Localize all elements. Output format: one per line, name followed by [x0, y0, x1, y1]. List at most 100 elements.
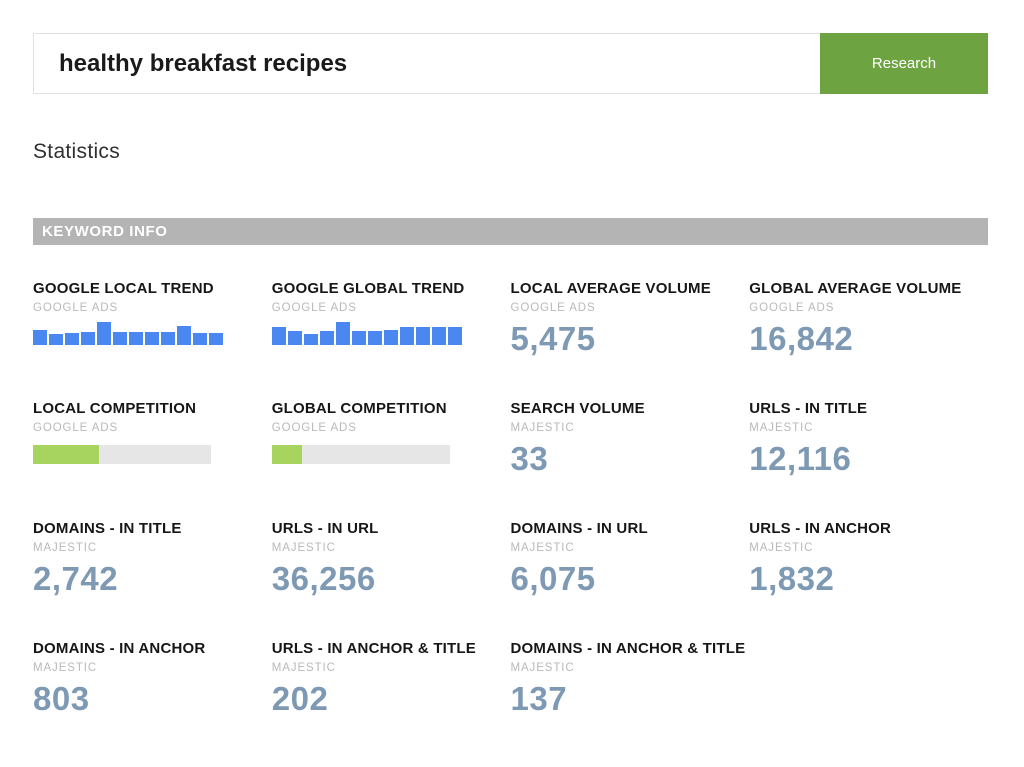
stat-card-title: GOOGLE GLOBAL TREND	[271, 280, 465, 297]
stat-card-body	[33, 322, 272, 345]
stat-card-title: SEARCH VOLUME	[510, 400, 645, 417]
trend-bar	[65, 333, 79, 345]
stat-card: SEARCH VOLUME MAJESTIC 33	[511, 400, 750, 520]
trend-bar	[367, 331, 382, 345]
stat-card-body: 202	[272, 680, 511, 718]
stat-card: URLS - IN TITLE MAJESTIC 12,116	[749, 400, 988, 520]
trend-bar	[431, 327, 446, 345]
stat-card-title: DOMAINS - IN ANCHOR	[33, 640, 206, 657]
trend-bar	[129, 332, 143, 345]
stat-card: LOCAL AVERAGE VOLUME GOOGLE ADS 5,475	[511, 280, 750, 400]
stat-card-source: MAJESTIC	[271, 542, 336, 554]
stat-card: URLS - IN ANCHOR MAJESTIC 1,832	[749, 520, 988, 640]
stat-card: GLOBAL AVERAGE VOLUME GOOGLE ADS 16,842	[749, 280, 988, 400]
stat-card-body: 5,475	[511, 320, 750, 358]
stat-card: URLS - IN ANCHOR & TITLE MAJESTIC 202	[272, 640, 511, 760]
stat-value: 1,832	[749, 560, 835, 597]
trend-bar	[415, 327, 430, 345]
stat-card-title: URLS - IN ANCHOR & TITLE	[271, 640, 476, 657]
stat-card-title: URLS - IN URL	[271, 520, 379, 537]
stat-value: 12,116	[749, 440, 852, 477]
stat-card-title: URLS - IN TITLE	[749, 400, 868, 417]
trend-bar	[49, 334, 63, 345]
stat-card: DOMAINS - IN TITLE MAJESTIC 2,742	[33, 520, 272, 640]
stat-value: 137	[510, 680, 568, 717]
stat-card-title: LOCAL AVERAGE VOLUME	[510, 280, 711, 297]
stat-card-title: LOCAL COMPETITION	[33, 400, 197, 417]
stat-card: DOMAINS - IN URL MAJESTIC 6,075	[511, 520, 750, 640]
trend-bar	[383, 330, 398, 345]
trend-bar-chart	[33, 322, 272, 345]
stat-card-body: 33	[511, 440, 750, 478]
stat-card-title: DOMAINS - IN ANCHOR & TITLE	[510, 640, 746, 657]
stat-card-source: MAJESTIC	[33, 662, 98, 674]
stat-card-title: GLOBAL AVERAGE VOLUME	[749, 280, 962, 297]
stat-card-title: DOMAINS - IN TITLE	[33, 520, 182, 537]
stat-card-source: MAJESTIC	[510, 662, 575, 674]
stat-card-body: 1,832	[749, 560, 988, 598]
stat-card-source: GOOGLE ADS	[271, 302, 357, 314]
stat-card: GOOGLE LOCAL TREND GOOGLE ADS	[33, 280, 272, 400]
trend-bar	[161, 332, 175, 345]
research-button[interactable]: Research	[820, 33, 988, 94]
stat-card-body: 16,842	[749, 320, 988, 358]
stat-card: DOMAINS - IN ANCHOR MAJESTIC 803	[33, 640, 272, 760]
stat-card-body: 2,742	[33, 560, 272, 598]
stat-card-title: GLOBAL COMPETITION	[271, 400, 447, 417]
trend-bar	[177, 326, 191, 345]
stat-value: 36,256	[271, 560, 376, 597]
stat-card: DOMAINS - IN ANCHOR & TITLE MAJESTIC 137	[511, 640, 750, 760]
trend-bar	[209, 333, 223, 345]
stat-card-title: URLS - IN ANCHOR	[749, 520, 892, 537]
stat-value: 5,475	[510, 320, 596, 357]
page-title: Statistics	[33, 140, 121, 163]
trend-bar	[33, 330, 47, 345]
stat-card: GLOBAL COMPETITION GOOGLE ADS	[271, 400, 511, 520]
stat-card-source: MAJESTIC	[749, 422, 814, 434]
trend-bar	[319, 331, 334, 345]
trend-bar	[271, 327, 286, 345]
stat-card-source: MAJESTIC	[271, 662, 336, 674]
trend-bar	[335, 322, 350, 345]
stat-card-body	[33, 445, 272, 464]
stat-card-source: GOOGLE ADS	[33, 302, 119, 314]
stats-grid: GOOGLE LOCAL TREND GOOGLE ADS GOOGLE GLO…	[33, 280, 988, 760]
trend-bar	[113, 332, 127, 345]
trend-bar	[145, 332, 159, 345]
stat-card: GOOGLE GLOBAL TREND GOOGLE ADS	[271, 280, 511, 400]
stat-card-source: GOOGLE ADS	[510, 302, 596, 314]
stat-card-body: 36,256	[272, 560, 511, 598]
stat-card-body: 803	[33, 680, 272, 718]
stat-card-source: GOOGLE ADS	[749, 302, 835, 314]
trend-bar	[97, 322, 111, 345]
stat-value: 16,842	[749, 320, 854, 357]
stat-card-source: GOOGLE ADS	[271, 422, 357, 434]
page: Research Statistics KEYWORD INFO GOOGLE …	[0, 33, 1024, 760]
competition-progress-fill	[271, 445, 302, 464]
search-bar: Research	[33, 33, 988, 94]
stat-card-body: 137	[511, 680, 750, 718]
stat-card-title: GOOGLE LOCAL TREND	[33, 280, 214, 297]
stat-value: 33	[510, 440, 549, 477]
stat-card-source: MAJESTIC	[510, 422, 575, 434]
stat-value: 202	[271, 680, 329, 717]
stat-card-body: 6,075	[511, 560, 750, 598]
stat-card-title: DOMAINS - IN URL	[510, 520, 648, 537]
stat-card-body: 12,116	[749, 440, 988, 478]
stat-value: 6,075	[510, 560, 596, 597]
stat-card-body	[271, 445, 511, 464]
search-input[interactable]	[33, 33, 820, 94]
trend-bar	[81, 332, 95, 345]
stat-card-source: MAJESTIC	[510, 542, 575, 554]
trend-bar-chart	[271, 322, 511, 345]
stat-value: 2,742	[33, 560, 119, 597]
trend-bar	[351, 331, 366, 345]
stat-card-source: GOOGLE ADS	[33, 422, 119, 434]
stat-card: URLS - IN URL MAJESTIC 36,256	[272, 520, 511, 640]
stat-card-source: MAJESTIC	[33, 542, 98, 554]
competition-progress-track	[33, 445, 211, 464]
keyword-info-banner: KEYWORD INFO	[33, 218, 988, 245]
competition-progress-track	[271, 445, 450, 464]
stat-card: LOCAL COMPETITION GOOGLE ADS	[33, 400, 272, 520]
trend-bar	[287, 331, 302, 345]
